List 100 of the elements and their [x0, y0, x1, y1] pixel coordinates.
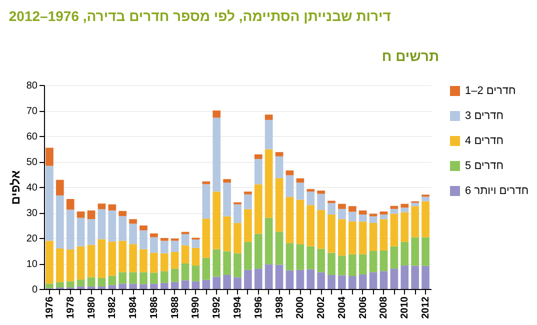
bar [338, 208, 346, 220]
x-tick-label: 1986 [148, 296, 160, 319]
bar [328, 252, 336, 275]
bar [87, 286, 96, 289]
bar [234, 204, 242, 223]
bar [160, 238, 168, 241]
bar [328, 214, 336, 253]
x-tick-label: 2006 [358, 296, 369, 319]
bar [358, 214, 367, 222]
bar [108, 285, 116, 289]
x-tick-label: 1996 [253, 296, 264, 319]
legend-label: 6 חדרים ויותר [465, 185, 529, 197]
bar [46, 148, 54, 166]
x-tick-label: 2000 [295, 296, 306, 319]
bar [140, 272, 148, 284]
legend-label: 3 חדרים [465, 110, 504, 122]
x-tick-label: 1992 [212, 296, 223, 319]
x-tick-label: 2012 [420, 296, 432, 319]
bar [212, 276, 221, 289]
bar [306, 246, 315, 270]
bar [223, 182, 231, 216]
x-tick-label: 1998 [274, 296, 286, 319]
bar [108, 276, 116, 286]
bar [129, 244, 137, 272]
bar [98, 278, 106, 286]
bar [129, 219, 137, 224]
bar [118, 216, 127, 241]
bar [212, 249, 221, 277]
bar [286, 175, 294, 197]
x-tick-label: 2010 [400, 296, 411, 319]
bar [380, 219, 388, 250]
bar [390, 208, 398, 214]
bar [275, 156, 284, 178]
bar [192, 240, 200, 248]
bar [390, 268, 398, 289]
bar [223, 251, 231, 275]
bar [358, 210, 367, 215]
bar [108, 204, 116, 210]
bar [422, 196, 430, 202]
bar [98, 286, 106, 289]
bar [317, 210, 325, 249]
bar [275, 152, 284, 156]
bar [212, 192, 221, 250]
bar [234, 253, 242, 278]
bar [108, 242, 116, 276]
bar [76, 211, 85, 218]
bar [348, 206, 356, 212]
bar [286, 196, 294, 244]
bar [400, 204, 409, 208]
bar [296, 244, 304, 270]
bar [422, 266, 430, 289]
bar [390, 214, 398, 246]
y-tick-label: 70 [26, 106, 38, 117]
bar [317, 248, 325, 272]
bar [348, 254, 356, 276]
bar [108, 210, 116, 242]
x-tick-label: 2004 [336, 296, 348, 319]
bar [275, 232, 284, 265]
bar [328, 203, 336, 215]
bar [192, 248, 200, 266]
bar [170, 268, 179, 282]
bar [66, 198, 74, 210]
bar [46, 284, 54, 288]
bar [181, 234, 190, 246]
bar [76, 218, 85, 246]
x-tick-label: 2002 [316, 296, 328, 319]
bar [264, 218, 273, 264]
bar [150, 233, 158, 238]
bar [192, 266, 200, 282]
bar [358, 222, 367, 254]
bar [66, 249, 74, 282]
y-tick-label: 50 [26, 157, 38, 168]
bar [87, 219, 96, 245]
bar [338, 256, 346, 276]
y-tick-label: 10 [26, 259, 38, 270]
bar [56, 248, 64, 282]
bar [118, 284, 127, 289]
bar [98, 239, 106, 278]
bar [46, 166, 54, 241]
bar [212, 118, 221, 192]
bar [66, 210, 74, 250]
bar [369, 214, 378, 216]
bar [422, 237, 430, 266]
bar [223, 274, 231, 289]
text: תרשים ח [382, 48, 439, 64]
bar [348, 276, 356, 289]
bar [192, 281, 200, 289]
bar [254, 184, 262, 234]
y-tick-label: 80 [26, 80, 38, 92]
bar [170, 252, 179, 269]
bar [56, 180, 64, 196]
bar [76, 246, 85, 280]
bar [296, 182, 304, 200]
bar [150, 284, 158, 289]
bar [150, 252, 158, 273]
bar [380, 214, 388, 220]
bar [264, 114, 273, 120]
bar [411, 266, 419, 289]
y-tick-label: 40 [26, 182, 38, 194]
bar [286, 170, 294, 176]
